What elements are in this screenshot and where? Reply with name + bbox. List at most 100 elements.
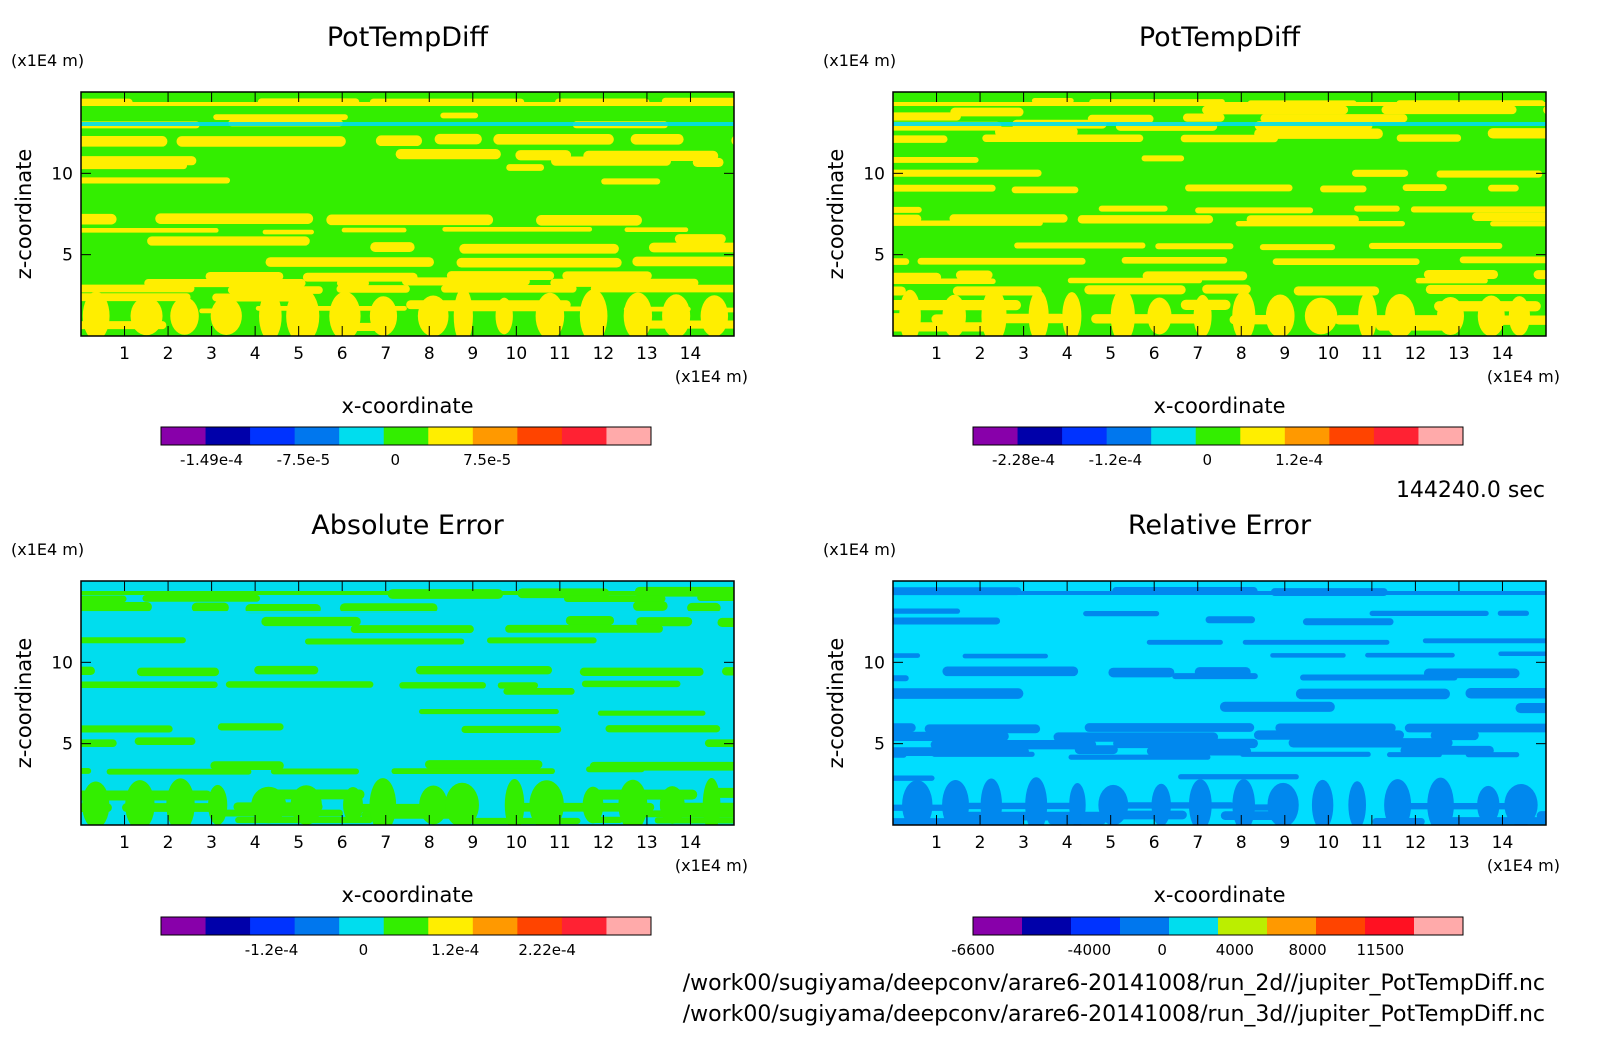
x-tick-label: 14 bbox=[1492, 344, 1514, 364]
x-tick-label: 11 bbox=[549, 344, 571, 364]
colorbar-swatch bbox=[1017, 427, 1063, 445]
colorbar-swatch bbox=[561, 427, 607, 445]
colorbar-tick-label: 0 bbox=[391, 451, 401, 469]
y-axis-label: z-coordinate bbox=[12, 638, 36, 769]
y-tick-label: 5 bbox=[62, 735, 73, 755]
colorbar-swatch bbox=[250, 427, 296, 445]
colorbar-tick-label: 1.2e-4 bbox=[1275, 451, 1323, 469]
colorbar-swatch bbox=[1316, 917, 1366, 935]
x-tick-label: 14 bbox=[680, 833, 702, 853]
colorbar-swatch bbox=[339, 427, 385, 445]
colorbar-swatch bbox=[1062, 427, 1108, 445]
x-unit-label: (x1E4 m) bbox=[675, 367, 748, 386]
colorbar-swatch bbox=[1373, 427, 1419, 445]
colorbar-swatch bbox=[250, 917, 296, 935]
x-tick-label: 13 bbox=[636, 833, 658, 853]
colorbar-tick-label: 7.5e-5 bbox=[463, 451, 511, 469]
colorbar-tick-label: -1.49e-4 bbox=[180, 451, 243, 469]
heatmap-field bbox=[81, 581, 734, 825]
colorbar-tick-label: -6600 bbox=[951, 941, 995, 959]
y-tick-label: 10 bbox=[863, 653, 885, 673]
x-tick-label: 2 bbox=[975, 344, 986, 364]
x-tick-label: 3 bbox=[1018, 833, 1029, 853]
colorbar-swatch bbox=[561, 917, 607, 935]
colorbar-tick-label: 0 bbox=[359, 941, 369, 959]
y-unit-label: (x1E4 m) bbox=[823, 51, 896, 70]
x-tick-label: 8 bbox=[424, 344, 435, 364]
y-unit-label: (x1E4 m) bbox=[11, 540, 84, 559]
colorbar-swatch bbox=[1151, 427, 1197, 445]
x-tick-label: 4 bbox=[1062, 833, 1073, 853]
chart-title: PotTempDiff bbox=[1139, 22, 1302, 53]
x-tick-label: 9 bbox=[1279, 344, 1290, 364]
colorbar-swatch bbox=[1169, 917, 1219, 935]
chart-panel-4: Relative Error(x1E4 m)1 2 3 4 5 6 7 8 9 10 11 12 13 1… bbox=[823, 510, 1560, 959]
colorbar-tick-label: -1.2e-4 bbox=[245, 941, 298, 959]
y-tick-label: 10 bbox=[863, 164, 885, 184]
colorbar-frame bbox=[972, 426, 1464, 446]
colorbar-swatch bbox=[1106, 427, 1152, 445]
x-unit-label: (x1E4 m) bbox=[675, 856, 748, 875]
y-axis-label: z-coordinate bbox=[824, 149, 848, 280]
colorbar-swatch bbox=[1218, 917, 1268, 935]
x-tick-label: 7 bbox=[380, 833, 391, 853]
y-tick-label: 5 bbox=[874, 246, 885, 266]
colorbar-tick-label: -2.28e-4 bbox=[992, 451, 1055, 469]
colorbar-frame bbox=[972, 916, 1464, 936]
colorbar-tick-label: 0 bbox=[1157, 941, 1167, 959]
colorbar-swatch bbox=[606, 917, 652, 935]
x-tick-label: 3 bbox=[206, 344, 217, 364]
x-tick-label: 11 bbox=[1361, 344, 1383, 364]
footer-path-1: /work00/sugiyama/deepconv/arare6-2014100… bbox=[683, 971, 1545, 996]
colorbar-swatch bbox=[1365, 917, 1415, 935]
plot-frame bbox=[80, 91, 735, 337]
x-tick-label: 12 bbox=[593, 833, 615, 853]
y-axis-label: z-coordinate bbox=[824, 638, 848, 769]
heatmap-field bbox=[893, 581, 1546, 825]
x-tick-label: 5 bbox=[1105, 344, 1116, 364]
x-axis-label: x-coordinate bbox=[341, 394, 473, 418]
x-tick-label: 7 bbox=[380, 344, 391, 364]
chart-panel-2: PotTempDiff(x1E4 m)1 2 3 4 5 6 7 8 9 10 11 12 13 1451… bbox=[823, 22, 1560, 469]
colorbar-swatch bbox=[472, 427, 518, 445]
colorbar-swatch bbox=[973, 427, 1019, 445]
chart-title: Relative Error bbox=[1128, 510, 1312, 541]
x-tick-label: 5 bbox=[293, 833, 304, 853]
colorbar-tick-label: -4000 bbox=[1068, 941, 1112, 959]
colorbar-swatch bbox=[161, 917, 207, 935]
x-tick-label: 2 bbox=[163, 833, 174, 853]
y-tick-label: 10 bbox=[51, 653, 73, 673]
x-tick-label: 14 bbox=[680, 344, 702, 364]
colorbar-swatch bbox=[383, 427, 429, 445]
colorbar-swatch bbox=[1414, 917, 1464, 935]
colorbar-swatch bbox=[1195, 427, 1241, 445]
colorbar-swatch bbox=[294, 917, 340, 935]
x-tick-label: 6 bbox=[1149, 344, 1160, 364]
chart-title: Absolute Error bbox=[311, 510, 504, 541]
colorbar-swatch bbox=[973, 917, 1023, 935]
x-tick-label: 2 bbox=[975, 833, 986, 853]
x-tick-label: 6 bbox=[337, 833, 348, 853]
colorbar-swatch bbox=[517, 427, 563, 445]
colorbar-frame bbox=[160, 916, 652, 936]
plot-frame bbox=[892, 91, 1547, 337]
x-tick-label: 6 bbox=[337, 344, 348, 364]
x-unit-label: (x1E4 m) bbox=[1487, 367, 1560, 386]
colorbar-tick-label: 1.2e-4 bbox=[431, 941, 479, 959]
colorbar-swatch bbox=[1071, 917, 1121, 935]
x-tick-label: 9 bbox=[1279, 833, 1290, 853]
x-tick-label: 9 bbox=[467, 344, 478, 364]
colorbar-swatch bbox=[1329, 427, 1375, 445]
x-tick-label: 7 bbox=[1192, 344, 1203, 364]
y-tick-label: 5 bbox=[62, 246, 73, 266]
x-tick-label: 9 bbox=[467, 833, 478, 853]
colorbar-tick-label: 4000 bbox=[1216, 941, 1254, 959]
colorbar-swatch bbox=[428, 427, 474, 445]
heatmap-field bbox=[893, 92, 1546, 336]
colorbar-swatch bbox=[428, 917, 474, 935]
x-tick-label: 10 bbox=[1318, 833, 1340, 853]
x-tick-label: 5 bbox=[293, 344, 304, 364]
x-axis-label: x-coordinate bbox=[1153, 394, 1285, 418]
x-tick-label: 4 bbox=[1062, 344, 1073, 364]
y-tick-label: 5 bbox=[874, 735, 885, 755]
